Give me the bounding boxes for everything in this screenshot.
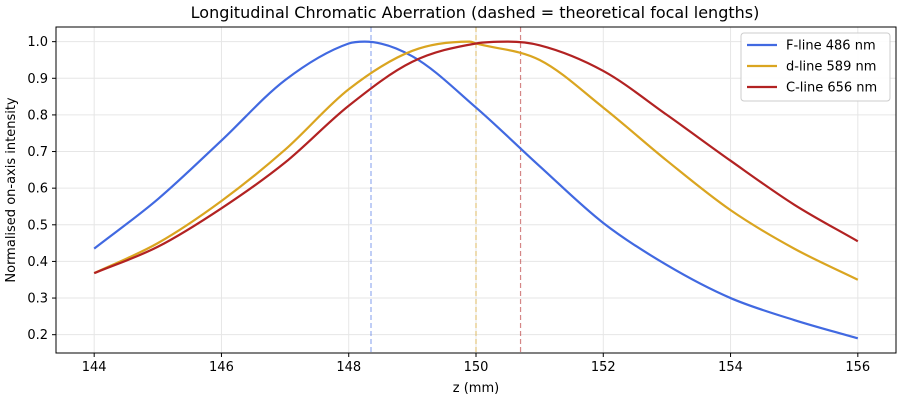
- y-axis: 0.2 0.3 0.4 0.5 0.6 0.7 0.8 0.9 1.0: [27, 35, 56, 343]
- series-line-2: [93, 40, 859, 281]
- x-axis-label: z (mm): [453, 381, 499, 396]
- series-lines: [93, 40, 859, 340]
- y-tick-label: 0.6: [27, 182, 48, 197]
- series-line-3: [93, 40, 859, 275]
- x-tick-label: 152: [591, 360, 616, 375]
- legend-label: F-line 486 nm: [786, 39, 876, 54]
- y-tick-label: 0.5: [27, 218, 48, 233]
- x-tick-label: 154: [718, 360, 743, 375]
- x-tick-label: 150: [464, 360, 489, 375]
- legend: F-line 486 nm d-line 589 nm C-line 656 nm: [740, 32, 891, 102]
- x-tick-label: 146: [209, 360, 234, 375]
- x-axis: 144 146 148 150 152 154 156: [82, 353, 870, 375]
- y-tick-label: 0.9: [27, 72, 48, 87]
- y-tick-label: 0.8: [27, 108, 48, 123]
- series-line-1: [93, 40, 859, 340]
- legend-box: [740, 32, 891, 102]
- y-axis-label: Normalised on-axis intensity: [4, 97, 19, 283]
- y-tick-label: 0.2: [27, 328, 48, 343]
- y-tick-label: 0.7: [27, 145, 48, 160]
- x-tick-label: 148: [336, 360, 361, 375]
- chart-title: Longitudinal Chromatic Aberration (dashe…: [191, 3, 760, 22]
- y-tick-label: 0.4: [27, 255, 48, 270]
- legend-label: C-line 656 nm: [786, 81, 877, 96]
- y-tick-label: 1.0: [27, 35, 48, 50]
- legend-label: d-line 589 nm: [786, 60, 876, 75]
- x-tick-label: 144: [82, 360, 107, 375]
- focal-lines: [370, 27, 522, 353]
- y-tick-label: 0.3: [27, 292, 48, 307]
- x-tick-label: 156: [845, 360, 870, 375]
